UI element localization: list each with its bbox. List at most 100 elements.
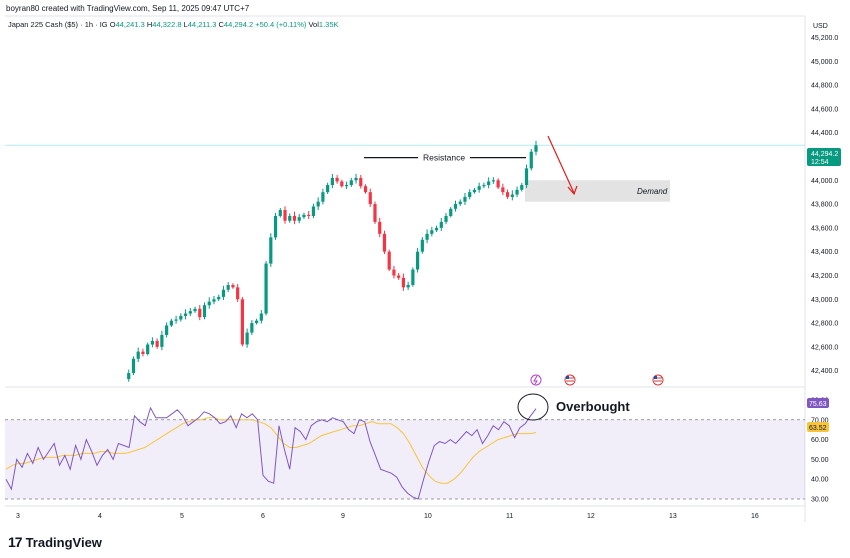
close-label: C bbox=[218, 20, 224, 29]
time-tick-label: 10 bbox=[424, 513, 432, 520]
rsi-tick-label: 70.00 bbox=[811, 417, 829, 424]
chart-creator-caption: boyran80 created with TradingView.com, S… bbox=[6, 4, 250, 13]
candle-body bbox=[406, 284, 410, 288]
candle-body bbox=[259, 313, 263, 321]
overbought-circle[interactable] bbox=[517, 393, 549, 421]
bearish-arrow-head bbox=[567, 185, 578, 196]
tradingview-brand[interactable]: 17 TradingView bbox=[8, 534, 102, 550]
price-tick-label: 44,000.0 bbox=[811, 178, 838, 185]
price-tick-label: 43,000.0 bbox=[811, 297, 838, 304]
candle-body bbox=[420, 239, 424, 252]
candle-body bbox=[335, 177, 339, 182]
last-price-time: 12:54 bbox=[811, 159, 829, 166]
candle-body bbox=[378, 221, 382, 234]
volume-label: Vol bbox=[308, 20, 319, 29]
bearish-arrow-shaft[interactable] bbox=[547, 135, 575, 194]
candle-body bbox=[491, 180, 495, 182]
candle-body bbox=[292, 215, 297, 221]
candle-body bbox=[141, 351, 145, 355]
rsi-ma-line bbox=[5, 417, 537, 484]
time-tick-label: 13 bbox=[669, 513, 677, 520]
candle-body bbox=[458, 201, 462, 205]
candle-body bbox=[307, 214, 311, 216]
candle-body bbox=[136, 351, 140, 359]
candle-body bbox=[382, 233, 387, 252]
candle-body bbox=[430, 230, 434, 234]
candle-body bbox=[368, 192, 372, 205]
candle-body bbox=[273, 215, 278, 238]
candle-body bbox=[278, 210, 282, 216]
candle-body bbox=[487, 181, 491, 186]
rsi-value: 75.63 bbox=[809, 401, 827, 408]
time-tick-label: 3 bbox=[16, 513, 20, 520]
candle-body bbox=[254, 320, 259, 324]
resistance-label: Resistance bbox=[423, 153, 465, 163]
open-label: O bbox=[109, 20, 116, 29]
candle-body bbox=[250, 323, 254, 333]
close-value: 44,294.2 bbox=[223, 20, 254, 29]
symbol-name[interactable]: Japan 225 Cash ($5) · 1h · IG bbox=[8, 20, 108, 29]
candle-body bbox=[240, 299, 244, 345]
volume-value: 1.35K bbox=[318, 20, 339, 29]
brand-name: TradingView bbox=[25, 534, 102, 550]
rsi-line bbox=[5, 406, 537, 500]
low-value: 44,211.3 bbox=[187, 20, 217, 29]
candle-body bbox=[155, 340, 159, 347]
us-flag-event-icon[interactable] bbox=[652, 374, 664, 386]
candle-body bbox=[179, 315, 183, 320]
candle-body bbox=[236, 287, 240, 300]
time-tick-label: 9 bbox=[341, 513, 345, 520]
time-tick-label: 4 bbox=[98, 513, 102, 520]
candle-body bbox=[321, 192, 325, 202]
candle-body bbox=[496, 180, 500, 188]
rsi-tick-label: 30.00 bbox=[811, 497, 829, 504]
candle-body bbox=[520, 185, 524, 190]
candle-body bbox=[482, 185, 486, 187]
candle-body bbox=[165, 325, 169, 335]
candle-body bbox=[529, 151, 533, 169]
candle-body bbox=[316, 201, 320, 207]
candle-body bbox=[534, 145, 538, 152]
open-value: 44,241.3 bbox=[115, 20, 145, 29]
candle-body bbox=[515, 189, 519, 195]
candle-body bbox=[188, 311, 192, 314]
candle-body bbox=[434, 227, 439, 231]
overbought-label: Overbought bbox=[556, 399, 630, 414]
candle-body bbox=[425, 233, 429, 240]
change-value: +50.4 (+0.11%) bbox=[255, 20, 307, 29]
low-label: L bbox=[183, 20, 188, 29]
candle-body bbox=[387, 251, 391, 270]
candle-body bbox=[231, 284, 235, 288]
price-tick-label: 42,400.0 bbox=[811, 368, 838, 375]
candle-body bbox=[198, 308, 202, 318]
candle-body bbox=[354, 177, 358, 181]
tradingview-logo-icon: 17 bbox=[8, 534, 23, 550]
rsi-tick-label: 40.00 bbox=[811, 477, 829, 484]
candle-body bbox=[510, 194, 514, 197]
candle-body bbox=[477, 186, 481, 190]
candle-body bbox=[183, 313, 188, 316]
candle-body bbox=[207, 301, 211, 306]
time-tick-label: 5 bbox=[180, 513, 184, 520]
candle-body bbox=[221, 289, 226, 297]
demand-zone[interactable] bbox=[525, 180, 670, 202]
price-tick-label: 45,200.0 bbox=[811, 35, 838, 42]
price-tick-label: 42,800.0 bbox=[811, 321, 838, 328]
candle-body bbox=[311, 206, 316, 216]
candle-body bbox=[330, 177, 334, 186]
candle-body bbox=[363, 186, 368, 193]
lightning-event-icon[interactable] bbox=[530, 374, 542, 386]
price-tick-label: 43,600.0 bbox=[811, 225, 838, 232]
time-tick-label: 12 bbox=[587, 513, 595, 520]
price-tick-label: 43,200.0 bbox=[811, 273, 838, 280]
candle-body bbox=[174, 319, 178, 321]
us-flag-event-icon[interactable] bbox=[564, 374, 576, 386]
high-value: 44,322.8 bbox=[152, 20, 182, 29]
candle-body bbox=[373, 204, 377, 222]
candle-body bbox=[131, 358, 136, 374]
candle-body bbox=[505, 192, 510, 197]
candle-body bbox=[444, 215, 448, 222]
candle-body bbox=[449, 208, 453, 216]
symbol-info-line: Japan 225 Cash ($5) · 1h · IG O44,241.3 … bbox=[8, 20, 339, 29]
